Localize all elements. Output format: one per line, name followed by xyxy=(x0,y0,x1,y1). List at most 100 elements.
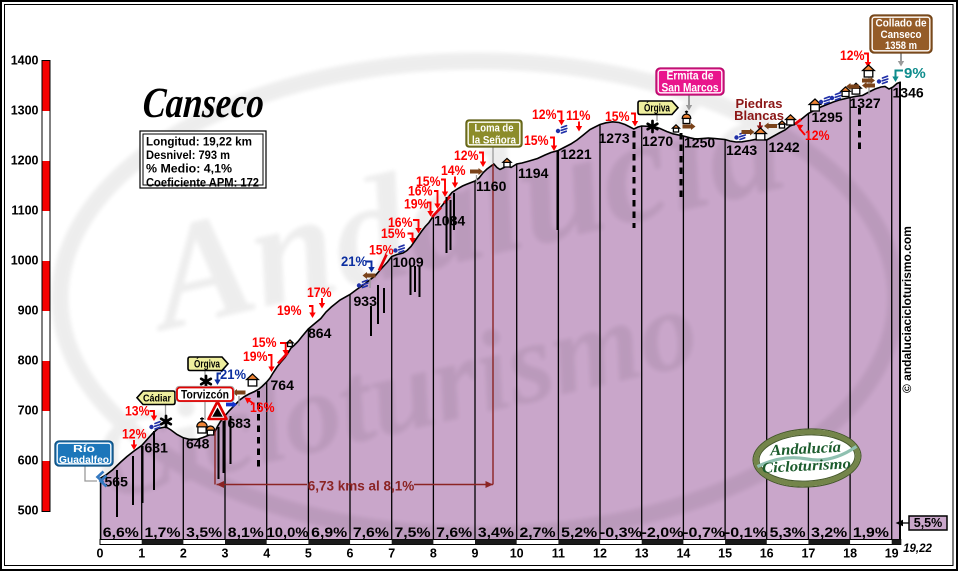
svg-text:1295: 1295 xyxy=(812,109,843,125)
svg-text:1221: 1221 xyxy=(561,146,592,162)
svg-text:900: 900 xyxy=(18,304,39,318)
svg-text:1084: 1084 xyxy=(434,213,465,229)
svg-text:17: 17 xyxy=(801,547,815,561)
svg-text:9%: 9% xyxy=(904,65,926,82)
svg-text:11%: 11% xyxy=(566,107,591,123)
svg-text:Coeficiente APM: 172: Coeficiente APM: 172 xyxy=(146,177,259,189)
svg-text:9: 9 xyxy=(472,547,479,561)
svg-text:3,4%: 3,4% xyxy=(478,525,514,540)
svg-text:0: 0 xyxy=(97,547,104,561)
svg-text:-2,0%: -2,0% xyxy=(642,525,684,540)
svg-text:1000: 1000 xyxy=(11,254,39,268)
svg-text:864: 864 xyxy=(308,325,332,341)
svg-text:1,9%: 1,9% xyxy=(853,525,889,540)
svg-text:14: 14 xyxy=(676,547,690,561)
svg-text:19: 19 xyxy=(885,547,899,561)
svg-text:Canseco: Canseco xyxy=(881,29,922,41)
svg-text:2: 2 xyxy=(180,547,187,561)
svg-text:21%: 21% xyxy=(220,366,247,382)
svg-text:17%: 17% xyxy=(307,284,332,300)
svg-text:5,2%: 5,2% xyxy=(561,525,597,540)
svg-text:12%: 12% xyxy=(532,106,557,122)
svg-text:Piedras: Piedras xyxy=(736,96,783,111)
svg-text:Órgiva: Órgiva xyxy=(644,102,671,115)
svg-text:16%: 16% xyxy=(250,399,275,415)
svg-text:19%: 19% xyxy=(277,302,302,318)
svg-text:12%: 12% xyxy=(454,147,479,163)
svg-text:7,6%: 7,6% xyxy=(353,525,389,540)
svg-text:8: 8 xyxy=(430,547,437,561)
svg-text:1270: 1270 xyxy=(642,133,673,149)
svg-text:-0,7%: -0,7% xyxy=(683,525,725,540)
svg-text:13%: 13% xyxy=(125,403,150,419)
svg-text:© andaluciacicloturismo.com: © andaluciacicloturismo.com xyxy=(900,226,914,393)
svg-text:1358 m: 1358 m xyxy=(885,40,917,52)
svg-text:18: 18 xyxy=(843,547,857,561)
svg-text:8,1%: 8,1% xyxy=(228,525,264,540)
svg-text:5: 5 xyxy=(305,547,312,561)
svg-text:1100: 1100 xyxy=(11,204,38,218)
svg-text:4: 4 xyxy=(263,547,270,561)
svg-text:11: 11 xyxy=(552,547,565,561)
svg-text:1250: 1250 xyxy=(684,135,715,151)
svg-text:6,6%: 6,6% xyxy=(103,525,139,540)
svg-text:1300: 1300 xyxy=(11,104,39,118)
svg-text:Cicloturismo: Cicloturismo xyxy=(762,456,852,477)
svg-text:16%: 16% xyxy=(408,183,433,199)
svg-text:15%: 15% xyxy=(524,132,549,148)
svg-text:Ermita de: Ermita de xyxy=(667,71,714,83)
svg-text:Cádiar: Cádiar xyxy=(143,393,171,405)
svg-text:Desnivel: 793 m: Desnivel: 793 m xyxy=(146,150,230,162)
svg-text:10: 10 xyxy=(510,547,524,561)
svg-text:1200: 1200 xyxy=(11,154,39,168)
svg-text:21%: 21% xyxy=(341,253,368,269)
svg-text:15%: 15% xyxy=(369,242,394,258)
svg-text:19,22: 19,22 xyxy=(903,543,932,555)
svg-text:% Medio: 4,1%: % Medio: 4,1% xyxy=(146,164,232,176)
svg-text:6,73 kms al 8,1%: 6,73 kms al 8,1% xyxy=(308,479,415,494)
svg-text:1: 1 xyxy=(138,547,145,561)
svg-text:5,3%: 5,3% xyxy=(770,525,806,540)
svg-text:565: 565 xyxy=(105,474,129,490)
svg-text:Longitud: 19,22 km: Longitud: 19,22 km xyxy=(146,137,252,149)
svg-text:15%: 15% xyxy=(605,108,630,124)
svg-text:1242: 1242 xyxy=(769,139,800,155)
svg-text:6,9%: 6,9% xyxy=(311,525,347,540)
svg-text:Torvizcón: Torvizcón xyxy=(181,389,229,401)
svg-text:3,2%: 3,2% xyxy=(811,525,847,540)
svg-text:15%: 15% xyxy=(416,173,441,189)
svg-text:14%: 14% xyxy=(441,162,466,178)
svg-text:Blancas: Blancas xyxy=(734,108,784,123)
svg-text:5,5%: 5,5% xyxy=(914,516,943,530)
svg-text:12%: 12% xyxy=(122,426,147,442)
svg-text:12%: 12% xyxy=(840,47,865,63)
svg-text:Río: Río xyxy=(73,443,95,455)
svg-text:683: 683 xyxy=(228,415,252,431)
svg-text:-0,3%: -0,3% xyxy=(600,525,642,540)
svg-text:15: 15 xyxy=(718,547,732,561)
svg-text:1400: 1400 xyxy=(11,54,39,68)
svg-text:1009: 1009 xyxy=(393,254,424,270)
svg-text:10,0%: 10,0% xyxy=(267,525,309,540)
svg-text:Andalucía: Andalucía xyxy=(769,439,842,460)
svg-text:Órgiva: Órgiva xyxy=(194,358,221,371)
svg-text:16%: 16% xyxy=(388,214,413,230)
svg-text:19%: 19% xyxy=(404,196,429,212)
svg-text:12%: 12% xyxy=(805,127,830,143)
svg-text:631: 631 xyxy=(145,440,169,456)
svg-text:1243: 1243 xyxy=(726,142,757,158)
svg-text:7,5%: 7,5% xyxy=(395,525,431,540)
svg-text:16: 16 xyxy=(760,547,774,561)
svg-text:13: 13 xyxy=(635,547,649,561)
svg-text:Loma de: Loma de xyxy=(475,123,514,135)
svg-text:6: 6 xyxy=(347,547,354,561)
svg-text:3: 3 xyxy=(222,547,229,561)
svg-text:933: 933 xyxy=(354,293,378,309)
svg-text:3,5%: 3,5% xyxy=(186,525,222,540)
svg-text:1273: 1273 xyxy=(599,130,630,146)
svg-text:764: 764 xyxy=(271,377,295,393)
svg-text:-0,1%: -0,1% xyxy=(725,525,767,540)
svg-text:1346: 1346 xyxy=(893,85,924,101)
svg-text:15%: 15% xyxy=(252,334,277,350)
svg-text:San Marcos: San Marcos xyxy=(662,83,719,95)
